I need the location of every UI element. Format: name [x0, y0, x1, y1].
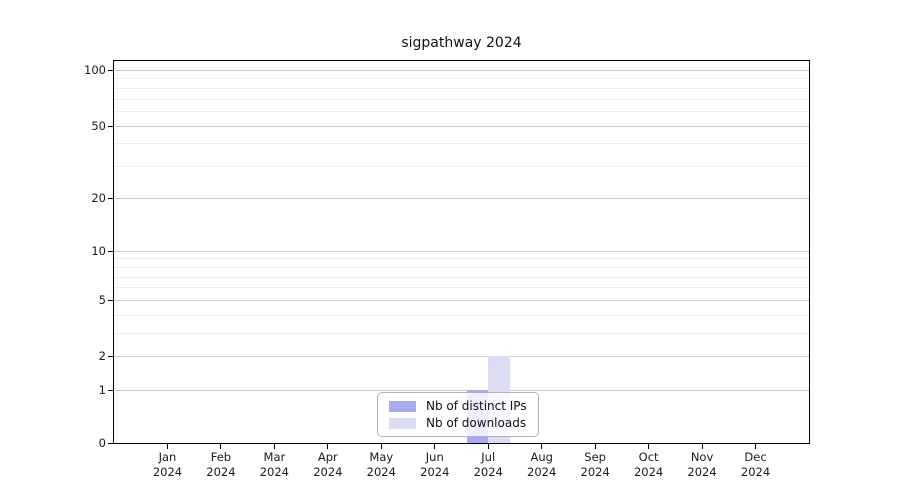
y-axis-tick-label: 1: [98, 382, 106, 397]
gridline-major: [114, 125, 809, 127]
x-axis-tick-mark: [434, 444, 436, 449]
x-label-month: May: [369, 450, 394, 464]
x-label-year: 2024: [420, 465, 450, 479]
plot-area: [113, 60, 810, 444]
x-label-year: 2024: [366, 465, 396, 479]
x-label-year: 2024: [740, 465, 771, 479]
y-axis-tick-mark: [108, 443, 113, 444]
gridline-major: [114, 356, 809, 358]
x-label-month: Jun: [425, 450, 444, 464]
y-axis-tick-mark: [108, 197, 113, 199]
gridline-major: [114, 250, 809, 252]
x-label-month: Nov: [690, 450, 714, 464]
y-axis-tick-label: 100: [84, 62, 106, 77]
y-axis-tick-label: 10: [91, 243, 106, 258]
gridline-minor: [114, 110, 809, 112]
gridline-minor: [114, 98, 809, 100]
x-label-year: 2024: [313, 465, 343, 479]
y-axis-tick-mark: [108, 356, 113, 358]
gridline-major: [114, 69, 809, 71]
x-label-month: Aug: [530, 450, 553, 464]
gridline-minor: [114, 166, 809, 168]
x-axis-tick-mark: [594, 444, 596, 449]
gridline-major: [114, 389, 809, 391]
x-label-month: Dec: [744, 450, 767, 464]
x-axis-tick-label: Jan 2024: [135, 450, 199, 480]
x-axis-tick-label: Dec 2024: [724, 450, 788, 480]
gridline-minor: [114, 333, 809, 335]
x-label-year: 2024: [527, 465, 557, 479]
x-label-month: Mar: [263, 450, 286, 464]
x-label-year: 2024: [206, 465, 236, 479]
gridline-minor: [114, 78, 809, 80]
gridline-minor: [114, 314, 809, 316]
gridline-minor: [114, 276, 809, 278]
x-label-month: Jul: [481, 450, 496, 464]
gridline-minor: [114, 87, 809, 89]
legend: Nb of distinct IPs Nb of downloads: [377, 392, 539, 437]
x-label-month: Apr: [317, 450, 338, 464]
x-label-month: Oct: [638, 450, 659, 464]
x-label-year: 2024: [633, 465, 664, 479]
x-axis-tick-label: Jun 2024: [403, 450, 467, 480]
x-axis-tick-label: Mar 2024: [242, 450, 306, 480]
y-axis-tick-mark: [108, 389, 113, 391]
y-axis-tick-mark: [108, 299, 113, 301]
y-axis-tick-label: 50: [91, 118, 106, 133]
legend-swatch-downloads: [389, 417, 416, 429]
x-label-month: Jan: [158, 450, 177, 464]
y-axis-tick-mark: [108, 69, 113, 71]
x-axis-tick-mark: [701, 444, 703, 449]
x-axis-tick-label: Nov 2024: [670, 450, 734, 480]
y-axis-tick-label: 5: [98, 292, 106, 307]
x-axis-tick-mark: [166, 444, 168, 449]
x-axis-tick-label: Apr 2024: [296, 450, 360, 480]
x-label-year: 2024: [473, 465, 503, 479]
gridline-minor: [114, 143, 809, 145]
y-axis-tick-mark: [108, 125, 113, 127]
x-axis-tick-mark: [327, 444, 329, 449]
legend-swatch-distinct-ips: [389, 400, 416, 412]
x-axis-tick-label: May 2024: [349, 450, 413, 480]
y-axis-tick-label: 20: [91, 190, 106, 205]
x-label-year: 2024: [152, 465, 183, 479]
x-axis-tick-label: Oct 2024: [617, 450, 681, 480]
legend-item: Nb of downloads: [389, 416, 527, 430]
x-label-year: 2024: [259, 465, 290, 479]
gridline-major: [114, 299, 809, 301]
x-axis-tick-mark: [487, 444, 489, 449]
x-axis-tick-label: Jul 2024: [456, 450, 520, 480]
x-label-year: 2024: [687, 465, 717, 479]
gridline-minor: [114, 287, 809, 289]
x-label-month: Sep: [584, 450, 606, 464]
x-axis-tick-mark: [541, 444, 543, 449]
x-label-year: 2024: [580, 465, 610, 479]
chart-title: sigpathway 2024: [401, 35, 522, 51]
x-axis-tick-label: Aug 2024: [510, 450, 574, 480]
legend-item: Nb of distinct IPs: [389, 399, 527, 413]
gridline-major: [114, 197, 809, 199]
x-axis-tick-mark: [273, 444, 275, 449]
x-axis-tick-mark: [648, 444, 650, 449]
x-axis-tick-label: Sep 2024: [563, 450, 627, 480]
x-axis-tick-mark: [755, 444, 757, 449]
legend-label: Nb of distinct IPs: [426, 399, 527, 413]
gridline-minor: [114, 258, 809, 260]
y-axis-tick-label: 0: [98, 436, 106, 450]
y-axis-tick-mark: [108, 250, 113, 252]
x-axis-tick-label: Feb 2024: [189, 450, 253, 480]
x-axis-tick-mark: [220, 444, 222, 449]
x-axis-tick-mark: [380, 444, 382, 449]
y-axis-tick-label: 2: [98, 349, 106, 364]
legend-label: Nb of downloads: [426, 416, 527, 430]
x-label-month: Feb: [210, 450, 232, 464]
gridline-minor: [114, 266, 809, 268]
